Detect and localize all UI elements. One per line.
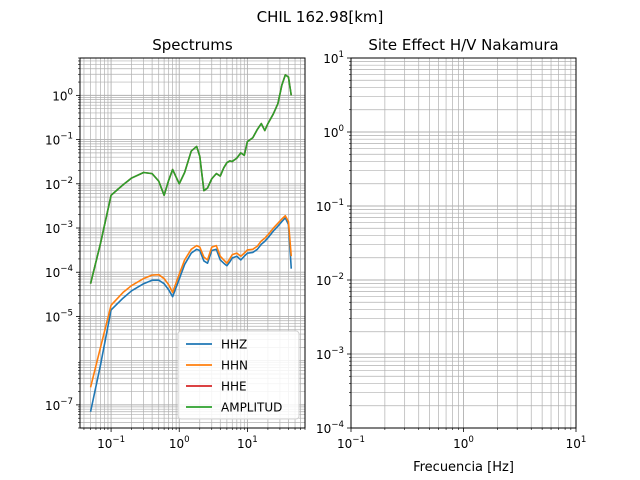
site-effect-x-tick-label: 101	[566, 435, 587, 451]
spectrums-y-tick-label: 100	[52, 87, 73, 103]
spectrums-ticks: 10−1 100 101 10−7 10−5 10−4 10−3 10−2 10−1 100	[45, 57, 306, 451]
series-line-amplitud	[89, 74, 293, 284]
spectrums-axes-frame	[79, 57, 306, 429]
site-effect-y-tick-label: 10−2	[316, 272, 344, 288]
site-effect-y-tick-label: 10−3	[316, 346, 344, 362]
site-effect-panel: 10−1 100 101 10−4 10−3 10−2 10−1 100 101 Site Ef…	[316, 36, 586, 475]
spectrums-y-tick-label: 10−4	[45, 264, 73, 280]
spectrums-x-tick-label: 101	[237, 435, 258, 451]
site-effect-y-tick-label: 10−1	[316, 198, 344, 214]
series-line-hhn	[89, 214, 293, 388]
site-effect-grid	[350, 57, 577, 429]
spectrums-x-tick-label: 10−1	[97, 435, 125, 451]
spectrums-panel: 10−1 100 101 10−7 10−5 10−4 10−3 10−2 10−1 100 Sp…	[45, 36, 306, 451]
spectrums-y-tick-label: 10−3	[45, 220, 73, 236]
series-line-hhz	[89, 217, 293, 412]
spectrums-y-tick-label: 10−7	[45, 397, 73, 413]
spectrums-series	[89, 74, 293, 412]
site-effect-x-tick-label: 100	[453, 435, 474, 451]
spectrums-x-tick-label: 100	[169, 435, 190, 451]
site-effect-x-axis-label: Frecuencia [Hz]	[413, 460, 514, 475]
spectrums-y-tick-label: 10−1	[45, 132, 73, 148]
site-effect-y-tick-label: 10−4	[316, 420, 344, 436]
legend-label: HHE	[221, 380, 247, 394]
spectrums-legend: HHZ HHN HHE AMPLITUD	[177, 330, 300, 420]
spectrums-y-tick-label: 10−5	[45, 308, 73, 324]
site-effect-y-tick-label: 101	[323, 50, 344, 66]
legend-label: AMPLITUD	[221, 401, 282, 415]
site-effect-x-tick-label: 10−1	[337, 435, 365, 451]
spectrums-y-tick-label: 10−2	[45, 176, 73, 192]
legend-label: HHN	[221, 359, 248, 373]
site-effect-ticks: 10−1 100 101 10−4 10−3 10−2 10−1 100 101	[316, 50, 586, 451]
site-effect-y-tick-label: 100	[323, 124, 344, 140]
site-effect-title: Site Effect H/V Nakamura	[368, 36, 558, 54]
legend-label: HHZ	[221, 338, 247, 352]
figure-suptitle: CHIL 162.98[km]	[257, 8, 384, 26]
spectrums-title: Spectrums	[152, 36, 233, 54]
legend-box	[177, 330, 300, 420]
